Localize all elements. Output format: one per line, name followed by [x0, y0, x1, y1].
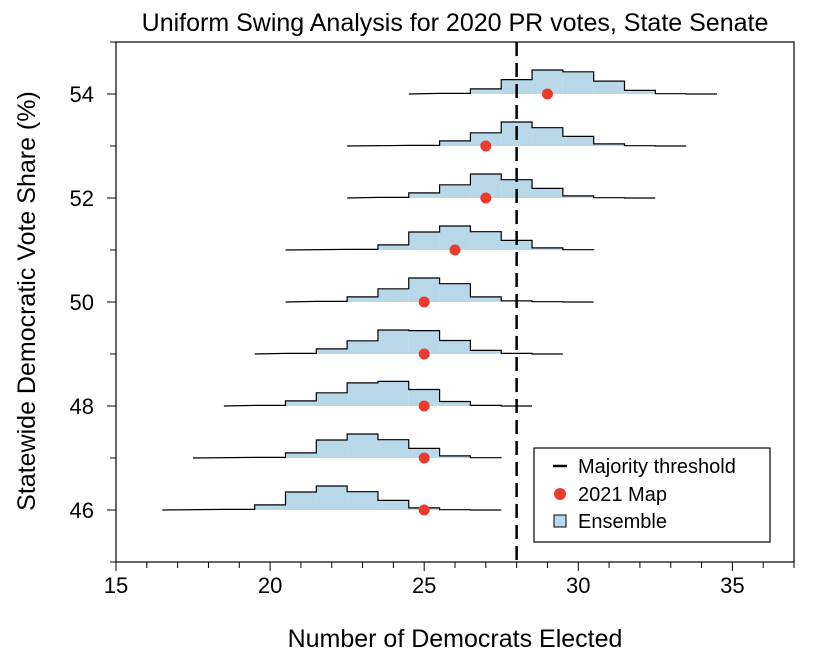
ensemble-bin	[377, 330, 409, 354]
ensemble-bin	[562, 195, 594, 198]
ensemble-bin	[377, 288, 409, 302]
ensemble-bin	[470, 231, 502, 250]
y-tick-label: 52	[70, 186, 94, 211]
ensemble-bin	[408, 330, 440, 354]
ensemble-outline	[408, 69, 717, 95]
ensemble-bin	[439, 455, 471, 458]
map-marker-51	[449, 244, 461, 256]
ensemble-bin	[377, 439, 409, 458]
x-tick-label: 20	[258, 573, 282, 598]
ridge-47	[193, 433, 502, 459]
y-tick-label: 48	[70, 394, 94, 419]
ensemble-bin	[562, 71, 594, 94]
ensemble-bin	[316, 348, 348, 354]
ridge-49	[254, 329, 563, 355]
ensemble-bin	[624, 90, 656, 94]
y-tick-label: 54	[70, 82, 94, 107]
ensemble-bin	[316, 486, 348, 510]
ensemble-bin	[501, 179, 533, 198]
ensemble-outline	[347, 121, 687, 147]
axis-layer: 15 20 25 30 35 46 48 50 52 54	[70, 41, 795, 598]
legend-ensemble-swatch	[553, 514, 567, 528]
ensemble-outline	[347, 173, 656, 199]
ensemble-bin	[501, 240, 533, 250]
legend-label-map: 2021 Map	[578, 484, 667, 506]
map-marker-52	[480, 192, 492, 204]
ridge-54	[408, 69, 717, 95]
y-tick-label: 46	[70, 498, 94, 523]
legend-map-swatch	[554, 488, 566, 500]
ridge-46	[162, 485, 502, 511]
ensemble-outline	[223, 380, 533, 407]
legend-label-majority: Majority threshold	[578, 456, 736, 478]
ridge-51	[285, 225, 595, 251]
ensemble-bin	[593, 81, 625, 94]
map-marker-47	[418, 452, 430, 464]
x-axis-label: Number of Democrats Elected	[288, 625, 623, 653]
ensemble-bin	[285, 452, 317, 458]
ensemble-bin	[470, 296, 502, 302]
chart-title: Uniform Swing Analysis for 2020 PR votes…	[142, 9, 769, 37]
ensemble-bin	[408, 389, 440, 406]
ensemble-outline	[285, 225, 595, 251]
ensemble-bin	[347, 382, 378, 406]
ensemble-bin	[532, 127, 563, 146]
ensemble-outline	[285, 277, 594, 303]
x-tick-label: 25	[412, 573, 436, 598]
ridge-50	[285, 277, 594, 303]
ensemble-bin	[254, 504, 286, 510]
ensemble-bin	[285, 400, 317, 406]
ridge-48	[223, 380, 533, 407]
ridge-52	[347, 173, 656, 199]
legend-box	[533, 447, 771, 543]
legend-label-ensemble: Ensemble	[578, 511, 667, 533]
ensemble-bin	[470, 350, 502, 354]
ensemble-bin	[439, 340, 471, 354]
ensemble-bin	[347, 296, 378, 302]
ensemble-bin	[532, 247, 563, 250]
y-axis-label: Statewide Democratic Vote Share (%)	[13, 91, 41, 511]
legend: Majority threshold 2021 Map Ensemble	[533, 447, 771, 543]
ensemble-bin	[470, 88, 502, 94]
ensemble-bin	[316, 440, 348, 458]
histogram-layer	[162, 69, 717, 511]
ensemble-bin	[377, 500, 409, 510]
ensemble-bin	[408, 232, 440, 250]
ensemble-bin	[377, 381, 409, 406]
ensemble-bin	[470, 132, 502, 146]
map-marker-50	[418, 296, 430, 308]
ensemble-bin	[593, 143, 625, 146]
ensemble-bin	[347, 340, 378, 354]
ensemble-bin	[285, 492, 317, 510]
map-marker-layer	[418, 88, 553, 516]
ensemble-bin	[347, 491, 378, 510]
ensemble-bin	[532, 188, 563, 198]
ensemble-bin	[316, 392, 348, 406]
ensemble-bin	[439, 283, 471, 302]
ensemble-bin	[347, 434, 378, 458]
ensemble-bin	[439, 140, 471, 146]
x-tick-label: 15	[104, 573, 128, 598]
ensemble-bin	[408, 192, 440, 198]
map-marker-49	[418, 348, 430, 360]
ensemble-outline	[193, 433, 502, 459]
map-marker-46	[418, 504, 430, 516]
ensemble-bin	[439, 401, 471, 406]
y-tick-label: 50	[70, 290, 94, 315]
ensemble-outline	[254, 329, 563, 355]
x-tick-label: 35	[720, 573, 744, 598]
map-marker-48	[418, 400, 430, 412]
map-marker-53	[480, 140, 492, 152]
ensemble-bin	[377, 244, 409, 250]
ensemble-outline	[162, 485, 502, 511]
ensemble-bin	[562, 136, 594, 146]
map-marker-54	[541, 88, 553, 100]
ensemble-bin	[439, 184, 471, 198]
x-tick-label: 30	[566, 573, 590, 598]
